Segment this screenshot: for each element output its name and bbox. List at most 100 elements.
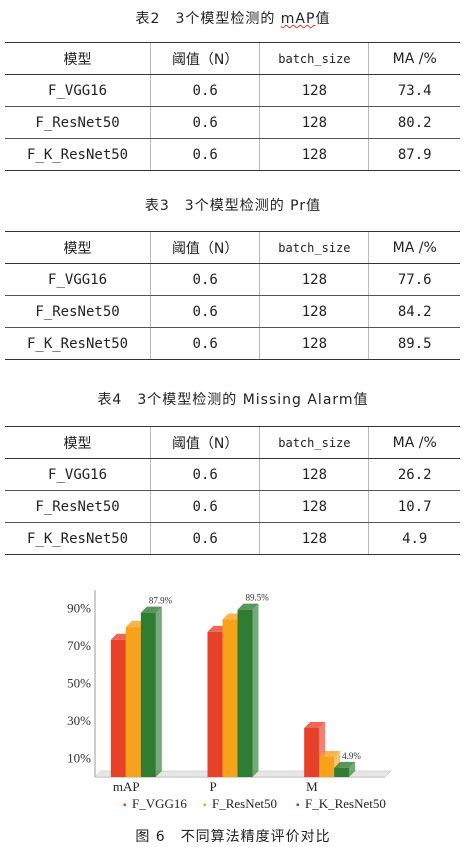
bar-side (252, 603, 259, 777)
table3-cell-threshold: 0.6 (150, 295, 260, 328)
table3-cell-ma: 77.6 (368, 263, 460, 296)
table2-header-row: 模型 阈值（N） batch_size MA /% (5, 42, 460, 75)
table-row: F_VGG16 0.6 128 77.6 (5, 263, 460, 296)
legend-marker: ▪ (123, 800, 127, 811)
table4-caption: 表4 3个模型检测的 Missing Alarm值 (97, 392, 369, 408)
table3-cell-ma: 89.5 (368, 327, 460, 360)
table3-cell-batch: 128 (259, 263, 369, 296)
bar-side (155, 606, 162, 777)
bar-top (140, 606, 162, 613)
table2-header-threshold: 阈值（N） (150, 42, 260, 75)
table4-header-batch-size: batch_size (259, 426, 369, 459)
table2-cell-model: F_ResNet50 (5, 106, 151, 139)
table3-header-row: 模型 阈值（N） batch_size MA /% (5, 231, 460, 264)
table4-header-row: 模型 阈值（N） batch_size MA /% (5, 426, 460, 459)
table-row: F_VGG16 0.6 128 26.2 (5, 458, 460, 491)
table2-cell-threshold: 0.6 (150, 74, 260, 107)
table2-cell-ma: 73.4 (368, 74, 460, 107)
x-tick-label: M (306, 779, 318, 794)
table4-cell-ma: 4.9 (368, 522, 460, 555)
table3-header-threshold: 阈值（N） (150, 231, 260, 264)
data-label: 4.9% (342, 751, 361, 761)
table3-cell-threshold: 0.6 (150, 263, 260, 296)
y-tick-label: 70% (67, 638, 91, 653)
bar (304, 728, 320, 777)
bar-top (319, 750, 341, 757)
bar (222, 619, 238, 777)
table4-cell-model: F_K_ResNet50 (5, 522, 151, 555)
table4: 模型 阈值（N） batch_size MA /% F_VGG16 0.6 12… (5, 426, 460, 555)
table3-cell-model: F_VGG16 (5, 263, 151, 296)
table4-header-model: 模型 (5, 426, 151, 459)
table2-header-batch-size: batch_size (259, 42, 369, 75)
table2-cell-ma: 87.9 (368, 138, 460, 171)
table3-caption: 表3 3个模型检测的 Pr值 (144, 198, 322, 214)
bar-top (304, 722, 326, 729)
table2-caption-prefix: 表2 3个模型检测的 (135, 11, 281, 27)
table3: 模型 阈值（N） batch_size MA /% F_VGG16 0.6 12… (5, 231, 460, 360)
x-tick-label: mAP (113, 779, 140, 794)
table3-header-ma: MA /% (368, 231, 460, 264)
table4-header-threshold: 阈值（N） (150, 426, 260, 459)
table-row: F_ResNet50 0.6 128 10.7 (5, 490, 460, 523)
data-label: 89.5% (246, 593, 270, 603)
table2: 模型 阈值（N） batch_size MA /% F_VGG16 0.6 12… (5, 42, 460, 171)
bar-side (349, 761, 356, 777)
table2-cell-model: F_VGG16 (5, 74, 151, 107)
figure-caption: 图 6 不同算法精度评价对比 (135, 829, 331, 845)
y-tick-label: 10% (67, 750, 91, 765)
table3-cell-ma: 84.2 (368, 295, 460, 328)
legend-label: F_VGG16 (132, 796, 187, 811)
table2-cell-threshold: 0.6 (150, 138, 260, 171)
table4-cell-ma: 10.7 (368, 490, 460, 523)
table3-cell-model: F_K_ResNet50 (5, 327, 151, 360)
table3-cell-model: F_ResNet50 (5, 295, 151, 328)
table4-cell-batch: 128 (259, 522, 369, 555)
table2-header-ma: MA /% (368, 42, 460, 75)
bar-top (334, 761, 356, 768)
table3-cell-threshold: 0.6 (150, 327, 260, 360)
y-tick-label: 90% (67, 601, 91, 616)
bar (125, 627, 141, 777)
table2-cell-batch: 128 (259, 106, 369, 139)
bar (207, 631, 223, 777)
table2-header-model: 模型 (5, 42, 151, 75)
legend-marker: ▪ (203, 800, 207, 811)
table-row: F_K_ResNet50 0.6 128 87.9 (5, 138, 460, 171)
table2-cell-model: F_K_ResNet50 (5, 138, 151, 171)
bar (140, 612, 156, 777)
table4-cell-threshold: 0.6 (150, 490, 260, 523)
table-row: F_ResNet50 0.6 128 80.2 (5, 106, 460, 139)
comparison-bar-chart: 10% 30% 50% 70% 90% mAP P M 87.9% 89.5% 4.9% ▪ F_VGG… (67, 590, 392, 811)
table3-header-batch-size: batch_size (259, 231, 369, 264)
legend-label: F_ResNet50 (212, 796, 277, 811)
bar (110, 639, 126, 777)
table-row: F_ResNet50 0.6 128 84.2 (5, 295, 460, 328)
table2-cell-threshold: 0.6 (150, 106, 260, 139)
table4-cell-threshold: 0.6 (150, 522, 260, 555)
bar (334, 767, 350, 777)
table-row: F_K_ResNet50 0.6 128 4.9 (5, 522, 460, 555)
table2-caption-metric: mAP (280, 11, 316, 27)
table4-cell-ma: 26.2 (368, 458, 460, 491)
table4-header-ma: MA /% (368, 426, 460, 459)
y-tick-label: 30% (67, 713, 91, 728)
table4-cell-model: F_ResNet50 (5, 490, 151, 523)
data-label: 87.9% (149, 596, 173, 606)
table3-cell-batch: 128 (259, 295, 369, 328)
table3-header-model: 模型 (5, 231, 151, 264)
table4-cell-threshold: 0.6 (150, 458, 260, 491)
x-tick-label: P (210, 779, 217, 794)
y-tick-label: 50% (67, 676, 91, 691)
table3-cell-batch: 128 (259, 327, 369, 360)
table-row: F_K_ResNet50 0.6 128 89.5 (5, 327, 460, 360)
bar (319, 756, 335, 777)
table4-cell-batch: 128 (259, 458, 369, 491)
table2-cell-batch: 128 (259, 74, 369, 107)
table4-cell-model: F_VGG16 (5, 458, 151, 491)
table2-caption-suffix: 值 (315, 11, 331, 27)
table2-cell-batch: 128 (259, 138, 369, 171)
bar (237, 609, 253, 777)
table-row: F_VGG16 0.6 128 73.4 (5, 74, 460, 107)
legend-label: F_K_ResNet50 (305, 796, 386, 811)
